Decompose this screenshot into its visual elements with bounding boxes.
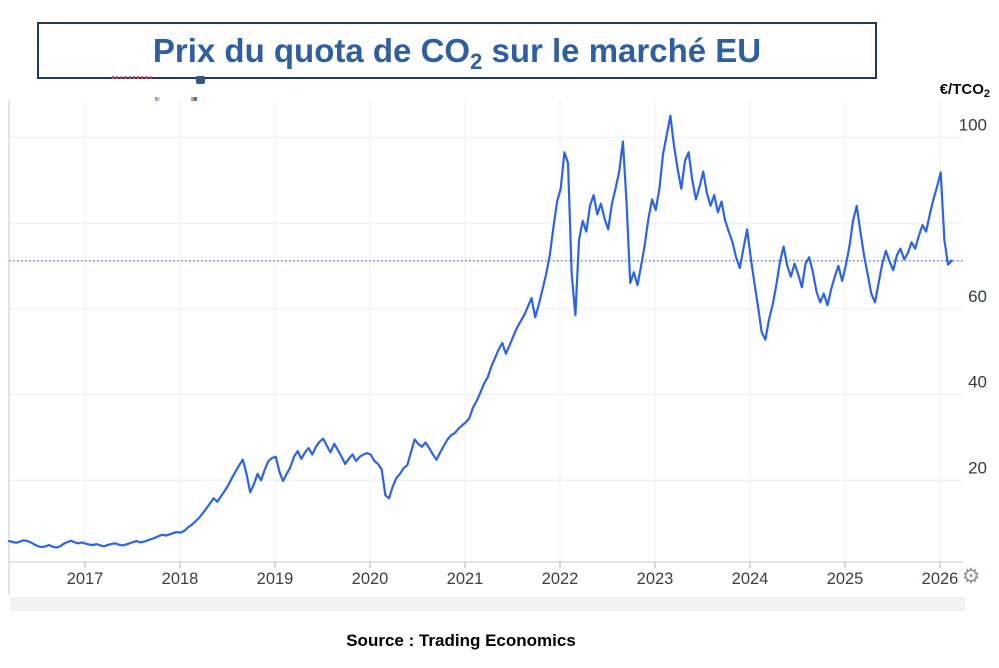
x-axis-label: 2025	[827, 570, 864, 588]
x-axis-label: 2017	[67, 570, 104, 588]
x-axis-label: 2020	[352, 570, 389, 588]
chart-artifact-speck	[155, 97, 160, 101]
title-subscript: 2	[470, 48, 483, 74]
y-axis-unit-label: €/TCO2	[939, 81, 990, 100]
y-axis-label: 40	[968, 373, 987, 392]
settings-gear-icon[interactable]: ⚙	[961, 565, 981, 588]
price-series-line	[7, 114, 953, 549]
x-axis-label: 2024	[732, 570, 769, 588]
page-title: Prix du quota de CO2 sur le marché EU	[152, 31, 762, 74]
source-caption: Source : Trading Economics	[346, 631, 576, 650]
chart-artifact-speck	[191, 97, 197, 101]
y-axis-label: 20	[968, 458, 987, 477]
x-axis-label: 2021	[447, 570, 484, 588]
chart-artifact-blue-mark	[196, 76, 205, 84]
chart-artifact-red-dots	[112, 76, 153, 79]
x-axis-label: 2026	[922, 570, 959, 588]
x-axis-label: 2018	[162, 570, 199, 588]
y-axis-label: 60	[968, 287, 987, 306]
chart-title-box: Prix du quota de CO2 sur le marché EU	[37, 22, 877, 79]
unit-subscript: 2	[983, 88, 990, 100]
y-axis-label: 100	[959, 115, 987, 134]
x-axis-label: 2023	[637, 570, 674, 588]
x-axis-label: 2022	[542, 570, 579, 588]
chart-bottom-band	[10, 597, 965, 611]
x-axis-label: 2019	[257, 570, 294, 588]
